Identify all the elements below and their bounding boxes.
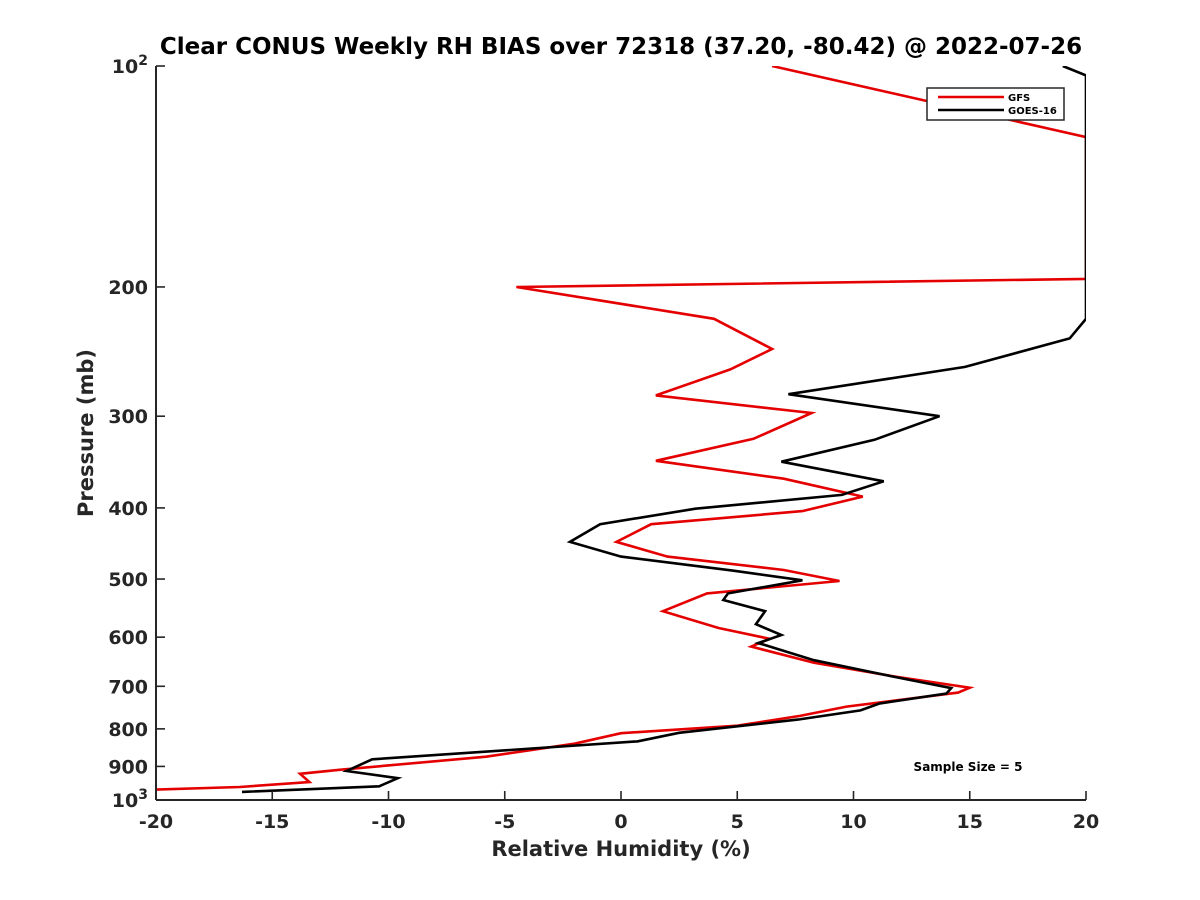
sample-size-annotation: Sample Size = 5 xyxy=(914,760,1023,774)
y-tick-label: 102 xyxy=(112,53,148,78)
legend-label-goes16: GOES-16 xyxy=(1008,106,1057,117)
x-tick-label: -20 xyxy=(139,811,173,833)
y-ticks: 102 200 300 400 500 600 700 800 900 103 xyxy=(108,53,165,812)
y-tick-label: 200 xyxy=(108,277,148,299)
plot-area: -20 -15 -10 -5 0 5 10 15 20 102 200 300 400 500 600 70… xyxy=(108,53,1099,833)
legend-box xyxy=(926,87,1065,121)
y-tick-label: 103 xyxy=(112,787,148,812)
legend: GFS GOES-16 xyxy=(926,87,1065,121)
series-line-gfs xyxy=(156,66,1086,791)
chart-title: Clear CONUS Weekly RH BIAS over 72318 (3… xyxy=(160,34,1082,60)
y-tick-label: 300 xyxy=(108,406,148,428)
x-tick-label: -15 xyxy=(255,811,289,833)
y-tick-label: 900 xyxy=(108,756,148,778)
x-tick-label: 0 xyxy=(614,811,627,833)
series-line-goes-16 xyxy=(241,66,1086,794)
y-tick-label: 400 xyxy=(108,498,148,520)
x-tick-label: 20 xyxy=(1073,811,1099,833)
y-tick-label: 700 xyxy=(108,676,148,698)
x-tick-label: 5 xyxy=(731,811,744,833)
legend-label-gfs: GFS xyxy=(1008,93,1030,104)
x-ticks: -20 -15 -10 -5 0 5 10 15 20 xyxy=(139,791,1099,833)
x-tick-label: -5 xyxy=(494,811,515,833)
y-tick-label: 500 xyxy=(108,569,148,591)
x-tick-label: 10 xyxy=(840,811,866,833)
x-tick-label: -10 xyxy=(371,811,405,833)
series-layer xyxy=(156,66,1086,794)
x-axis-label: Relative Humidity (%) xyxy=(491,837,750,861)
y-tick-label: 600 xyxy=(108,627,148,649)
x-tick-label: 15 xyxy=(957,811,983,833)
y-tick-label: 800 xyxy=(108,719,148,741)
y-axis-label: Pressure (mb) xyxy=(74,349,98,517)
